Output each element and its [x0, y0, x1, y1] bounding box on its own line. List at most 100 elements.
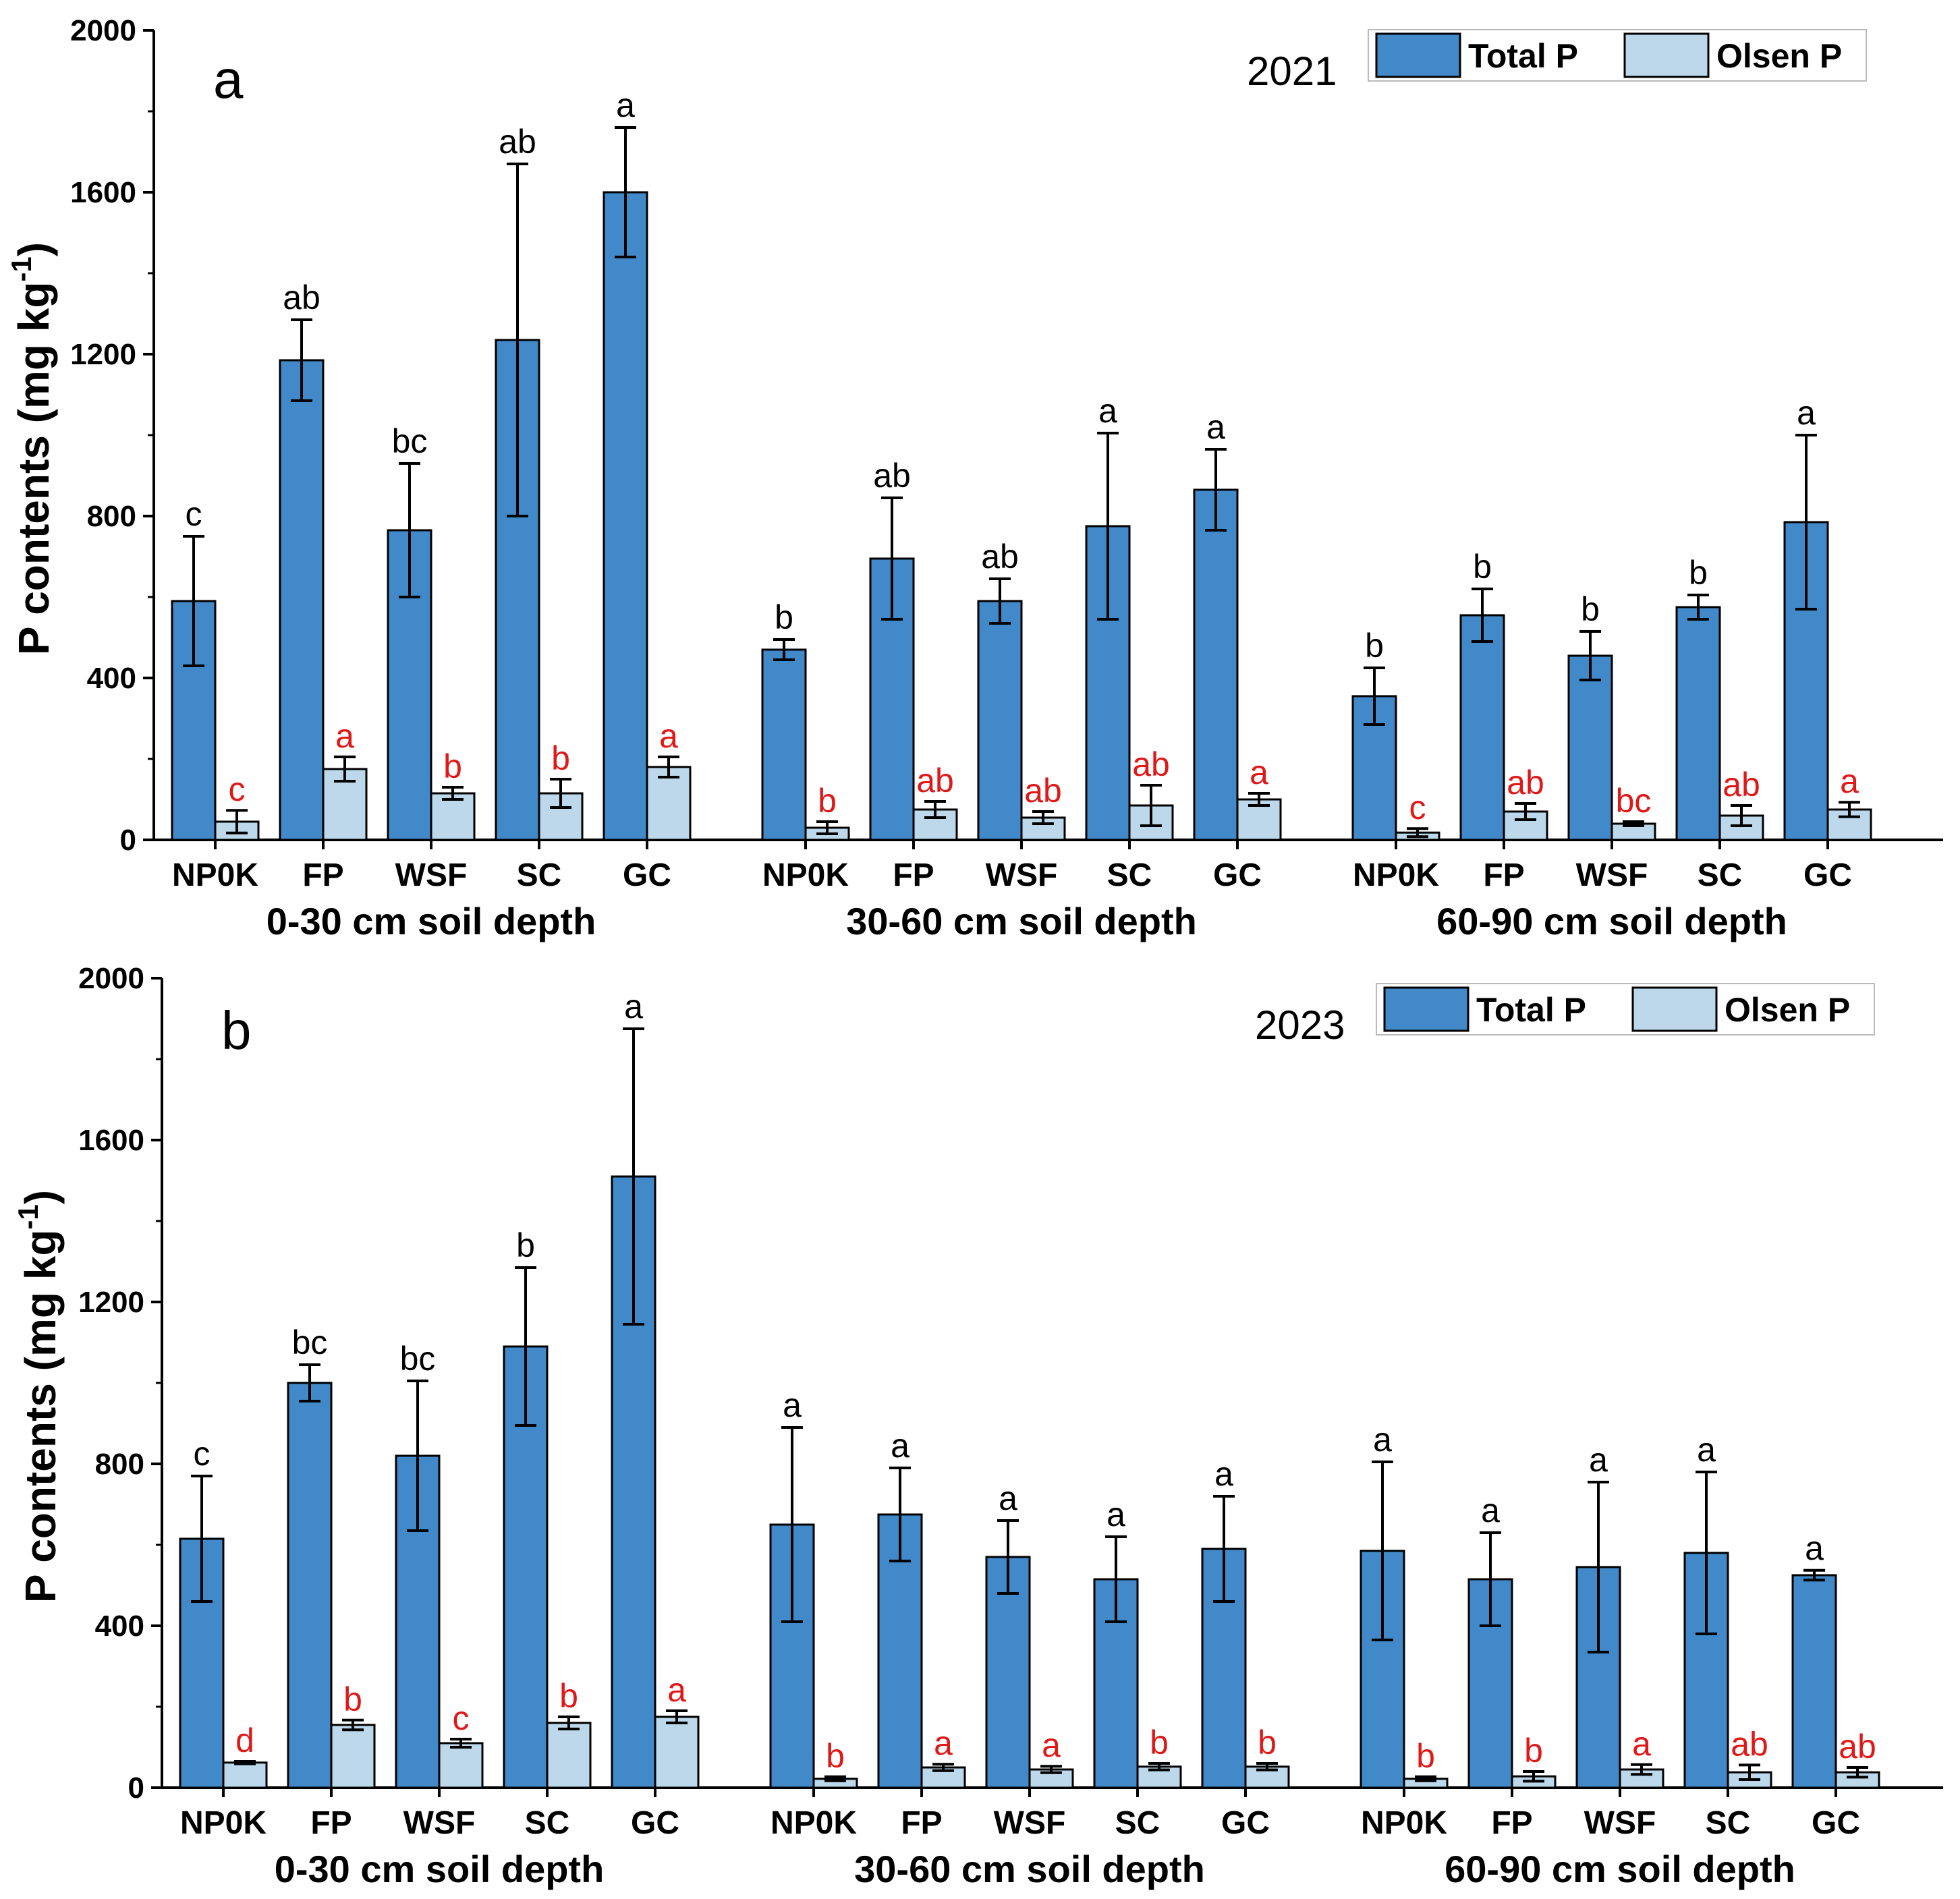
sig-label-total: ab: [499, 123, 536, 161]
y-axis-label-main: P contents (mg kg: [16, 1230, 65, 1604]
sig-label-total: a: [624, 988, 643, 1025]
sig-label-olsen: b: [1524, 1732, 1543, 1769]
bar-total: [603, 191, 648, 841]
x-category-label: GC: [1221, 1805, 1270, 1841]
sig-label-olsen: b: [1150, 1724, 1169, 1761]
sig-label-total: a: [1797, 394, 1816, 432]
legend-label-total: Total P: [1468, 37, 1578, 75]
x-category-label: FP: [1483, 857, 1524, 893]
y-tick-label: 400: [87, 662, 136, 695]
sig-label-total: a: [783, 1386, 802, 1424]
sig-label-total: a: [1481, 1492, 1500, 1529]
bar-total: [279, 359, 325, 841]
sig-label-total: b: [1689, 554, 1708, 592]
sig-label-olsen: ab: [1723, 766, 1760, 803]
bar-total: [1791, 1574, 1837, 1789]
panel-b: 0 400 800 1200 1600 2000 P contents (mg kg-1) b…: [12, 962, 1943, 1890]
sig-label-olsen: b: [1416, 1737, 1435, 1775]
sig-label-total: ab: [283, 279, 320, 316]
bar-total: [761, 648, 807, 841]
panel-a: 0 400 800 1200 1600 2000 P contents (mg kg-1) a…: [5, 14, 1943, 942]
x-category-label: FP: [893, 857, 934, 893]
sig-label-olsen: c: [1409, 789, 1426, 826]
x-category-label: GC: [1812, 1805, 1860, 1841]
sig-label-olsen: a: [1632, 1725, 1651, 1763]
y-tick-label: 1200: [70, 338, 136, 371]
bar-total: [985, 1556, 1031, 1789]
group-label: 60-90 cm soil depth: [1436, 900, 1787, 942]
legend-swatch-olsen: [1623, 32, 1710, 78]
y-tick-label: 1600: [70, 176, 136, 209]
group-label: 60-90 cm soil depth: [1445, 1848, 1795, 1890]
x-category-label: GC: [623, 857, 671, 893]
x-category-label: WSF: [395, 857, 468, 893]
sig-label-total: b: [516, 1226, 535, 1264]
y-axis-label: P contents (mg kg-1): [12, 1190, 65, 1603]
panel-letter: a: [213, 49, 244, 109]
y-tick-label: 800: [87, 500, 136, 533]
bar-total: [1567, 654, 1613, 841]
year-label: 2023: [1255, 1002, 1345, 1048]
x-category-label: GC: [1213, 857, 1262, 893]
sig-label-total: c: [194, 1435, 211, 1473]
panel-letter: b: [221, 1000, 252, 1060]
x-category-label: WSF: [1576, 857, 1648, 893]
y-axis-label-exponent: -1: [12, 1204, 44, 1229]
sig-label-olsen: a: [667, 1671, 686, 1709]
sig-label-olsen: ab: [916, 762, 954, 799]
group-label: 30-60 cm soil depth: [846, 900, 1197, 942]
y-tick-label: 2000: [78, 962, 144, 995]
sig-label-total: c: [186, 495, 202, 533]
sig-label-olsen: c: [229, 770, 246, 808]
sig-label-olsen: b: [343, 1680, 362, 1718]
bar-total: [1459, 614, 1505, 841]
sig-label-total: a: [1206, 408, 1225, 446]
y-axis-label-close: ): [16, 1190, 65, 1204]
x-category-label: SC: [1706, 1805, 1751, 1841]
legend-label-total: Total P: [1476, 991, 1586, 1029]
legend-swatch-total: [1375, 32, 1461, 78]
sig-label-total: b: [1473, 548, 1492, 586]
y-tick-label: 2000: [70, 14, 136, 47]
x-category-label: NP0K: [1361, 1805, 1447, 1841]
sig-label-total: a: [1214, 1455, 1233, 1493]
sig-label-olsen: b: [826, 1737, 845, 1775]
bar-total: [1675, 606, 1721, 841]
x-category-label: WSF: [1584, 1805, 1656, 1841]
sig-label-total: a: [1107, 1496, 1125, 1533]
sig-label-olsen: b: [818, 782, 837, 820]
sig-label-total: a: [1373, 1421, 1392, 1458]
x-category-label: SC: [1107, 857, 1152, 893]
x-category-label: WSF: [994, 1805, 1066, 1841]
sig-label-total: a: [1589, 1441, 1608, 1479]
sig-label-total: bc: [400, 1340, 436, 1378]
x-category-label: NP0K: [771, 1805, 857, 1841]
legend-label-olsen: Olsen P: [1725, 991, 1850, 1029]
sig-label-olsen: c: [453, 1699, 470, 1737]
sig-label-olsen: a: [1042, 1726, 1061, 1764]
bar-total: [287, 1382, 333, 1789]
x-category-label: NP0K: [762, 857, 849, 893]
sig-label-total: ab: [981, 538, 1019, 575]
bar-total: [977, 600, 1023, 841]
sig-label-olsen: ab: [1839, 1728, 1876, 1765]
legend-swatch-total: [1383, 986, 1469, 1032]
y-tick-label: 1200: [78, 1286, 144, 1319]
x-category-label: SC: [1698, 857, 1743, 893]
y-tick-label: 1600: [78, 1124, 144, 1157]
bar-olsen: [546, 1722, 592, 1789]
sig-label-total: bc: [392, 422, 428, 460]
sig-label-olsen: bc: [1616, 782, 1652, 820]
x-category-label: NP0K: [1353, 857, 1439, 893]
sig-label-total: a: [1098, 392, 1117, 430]
sig-label-total: a: [1697, 1431, 1716, 1469]
sig-label-olsen: b: [551, 739, 570, 777]
legend-swatch-olsen: [1631, 986, 1718, 1032]
bar-total: [171, 600, 217, 841]
sig-label-olsen: ab: [1132, 745, 1170, 783]
sig-label-olsen: a: [335, 717, 354, 755]
sig-label-total: a: [891, 1427, 909, 1465]
sig-label-total: bc: [292, 1324, 328, 1361]
sig-label-total: a: [616, 86, 635, 124]
